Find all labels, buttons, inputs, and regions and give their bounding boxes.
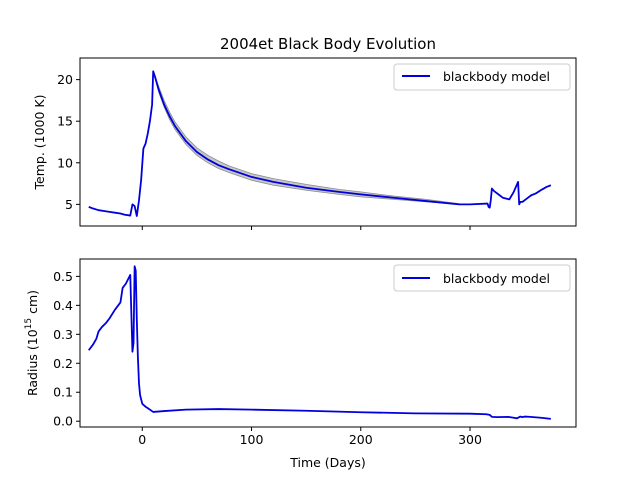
radius-x-ticks: 0 100 200 300	[138, 427, 482, 447]
radius-legend: blackbody model	[393, 264, 571, 292]
radius-legend-box	[393, 264, 571, 292]
radius-y-tick-label: 0.2	[53, 356, 73, 371]
radius-y-tick-label: 0.0	[53, 414, 73, 429]
radius-y-tick-label: 0.5	[53, 269, 73, 284]
radius-panel: 0 100 200 300 0.0 0.1 0.2 0.3 0.4 0.5 Radius (10…	[24, 258, 577, 470]
radius-y-tick-label: 0.4	[53, 298, 73, 313]
radius-x-tick-label: 100	[240, 432, 264, 447]
temperature-panel: 5 10 15 20 Temp. (1000 K) blackbody model	[32, 57, 577, 230]
radius-legend-label: blackbody model	[443, 271, 550, 286]
x-axis-label: Time (Days)	[289, 455, 366, 470]
radius-y-axis-label-exponent: 15	[24, 318, 34, 329]
temperature-y-tick-label: 10	[57, 155, 73, 170]
radius-axes-frame	[79, 258, 577, 428]
temperature-y-tick-label: 5	[65, 197, 73, 212]
radius-y-axis-label: Radius (1015 cm)	[24, 290, 40, 396]
radius-x-tick-label: 300	[458, 432, 482, 447]
radius-plot-area	[88, 265, 551, 420]
temperature-legend: blackbody model	[393, 63, 571, 91]
temperature-axes-frame	[79, 57, 577, 227]
chart-title: 2004et Black Body Evolution	[220, 35, 436, 53]
radius-x-tick-label: 200	[349, 432, 373, 447]
temperature-y-tick-label: 20	[57, 72, 73, 87]
temperature-x-ticks	[141, 226, 471, 230]
radius-y-ticks: 0.0 0.1 0.2 0.3 0.4 0.5	[53, 269, 80, 429]
temperature-plot-area	[88, 70, 552, 217]
radius-y-axis-label-end: cm)	[25, 290, 40, 318]
radius-x-tick-label: 0	[138, 432, 146, 447]
radius-y-axis-label-main: Radius (10	[25, 329, 40, 396]
temperature-y-tick-label: 15	[57, 114, 73, 129]
temperature-y-axis-label: Temp. (1000 K)	[32, 95, 47, 191]
temperature-y-ticks: 5 10 15 20	[57, 72, 80, 212]
temperature-legend-label: blackbody model	[443, 69, 550, 84]
radius-series-line-0	[88, 265, 551, 420]
radius-y-tick-label: 0.1	[53, 385, 73, 400]
radius-y-tick-label: 0.3	[53, 327, 73, 342]
temperature-series-line-0	[88, 70, 552, 217]
temperature-legend-box	[393, 63, 571, 91]
